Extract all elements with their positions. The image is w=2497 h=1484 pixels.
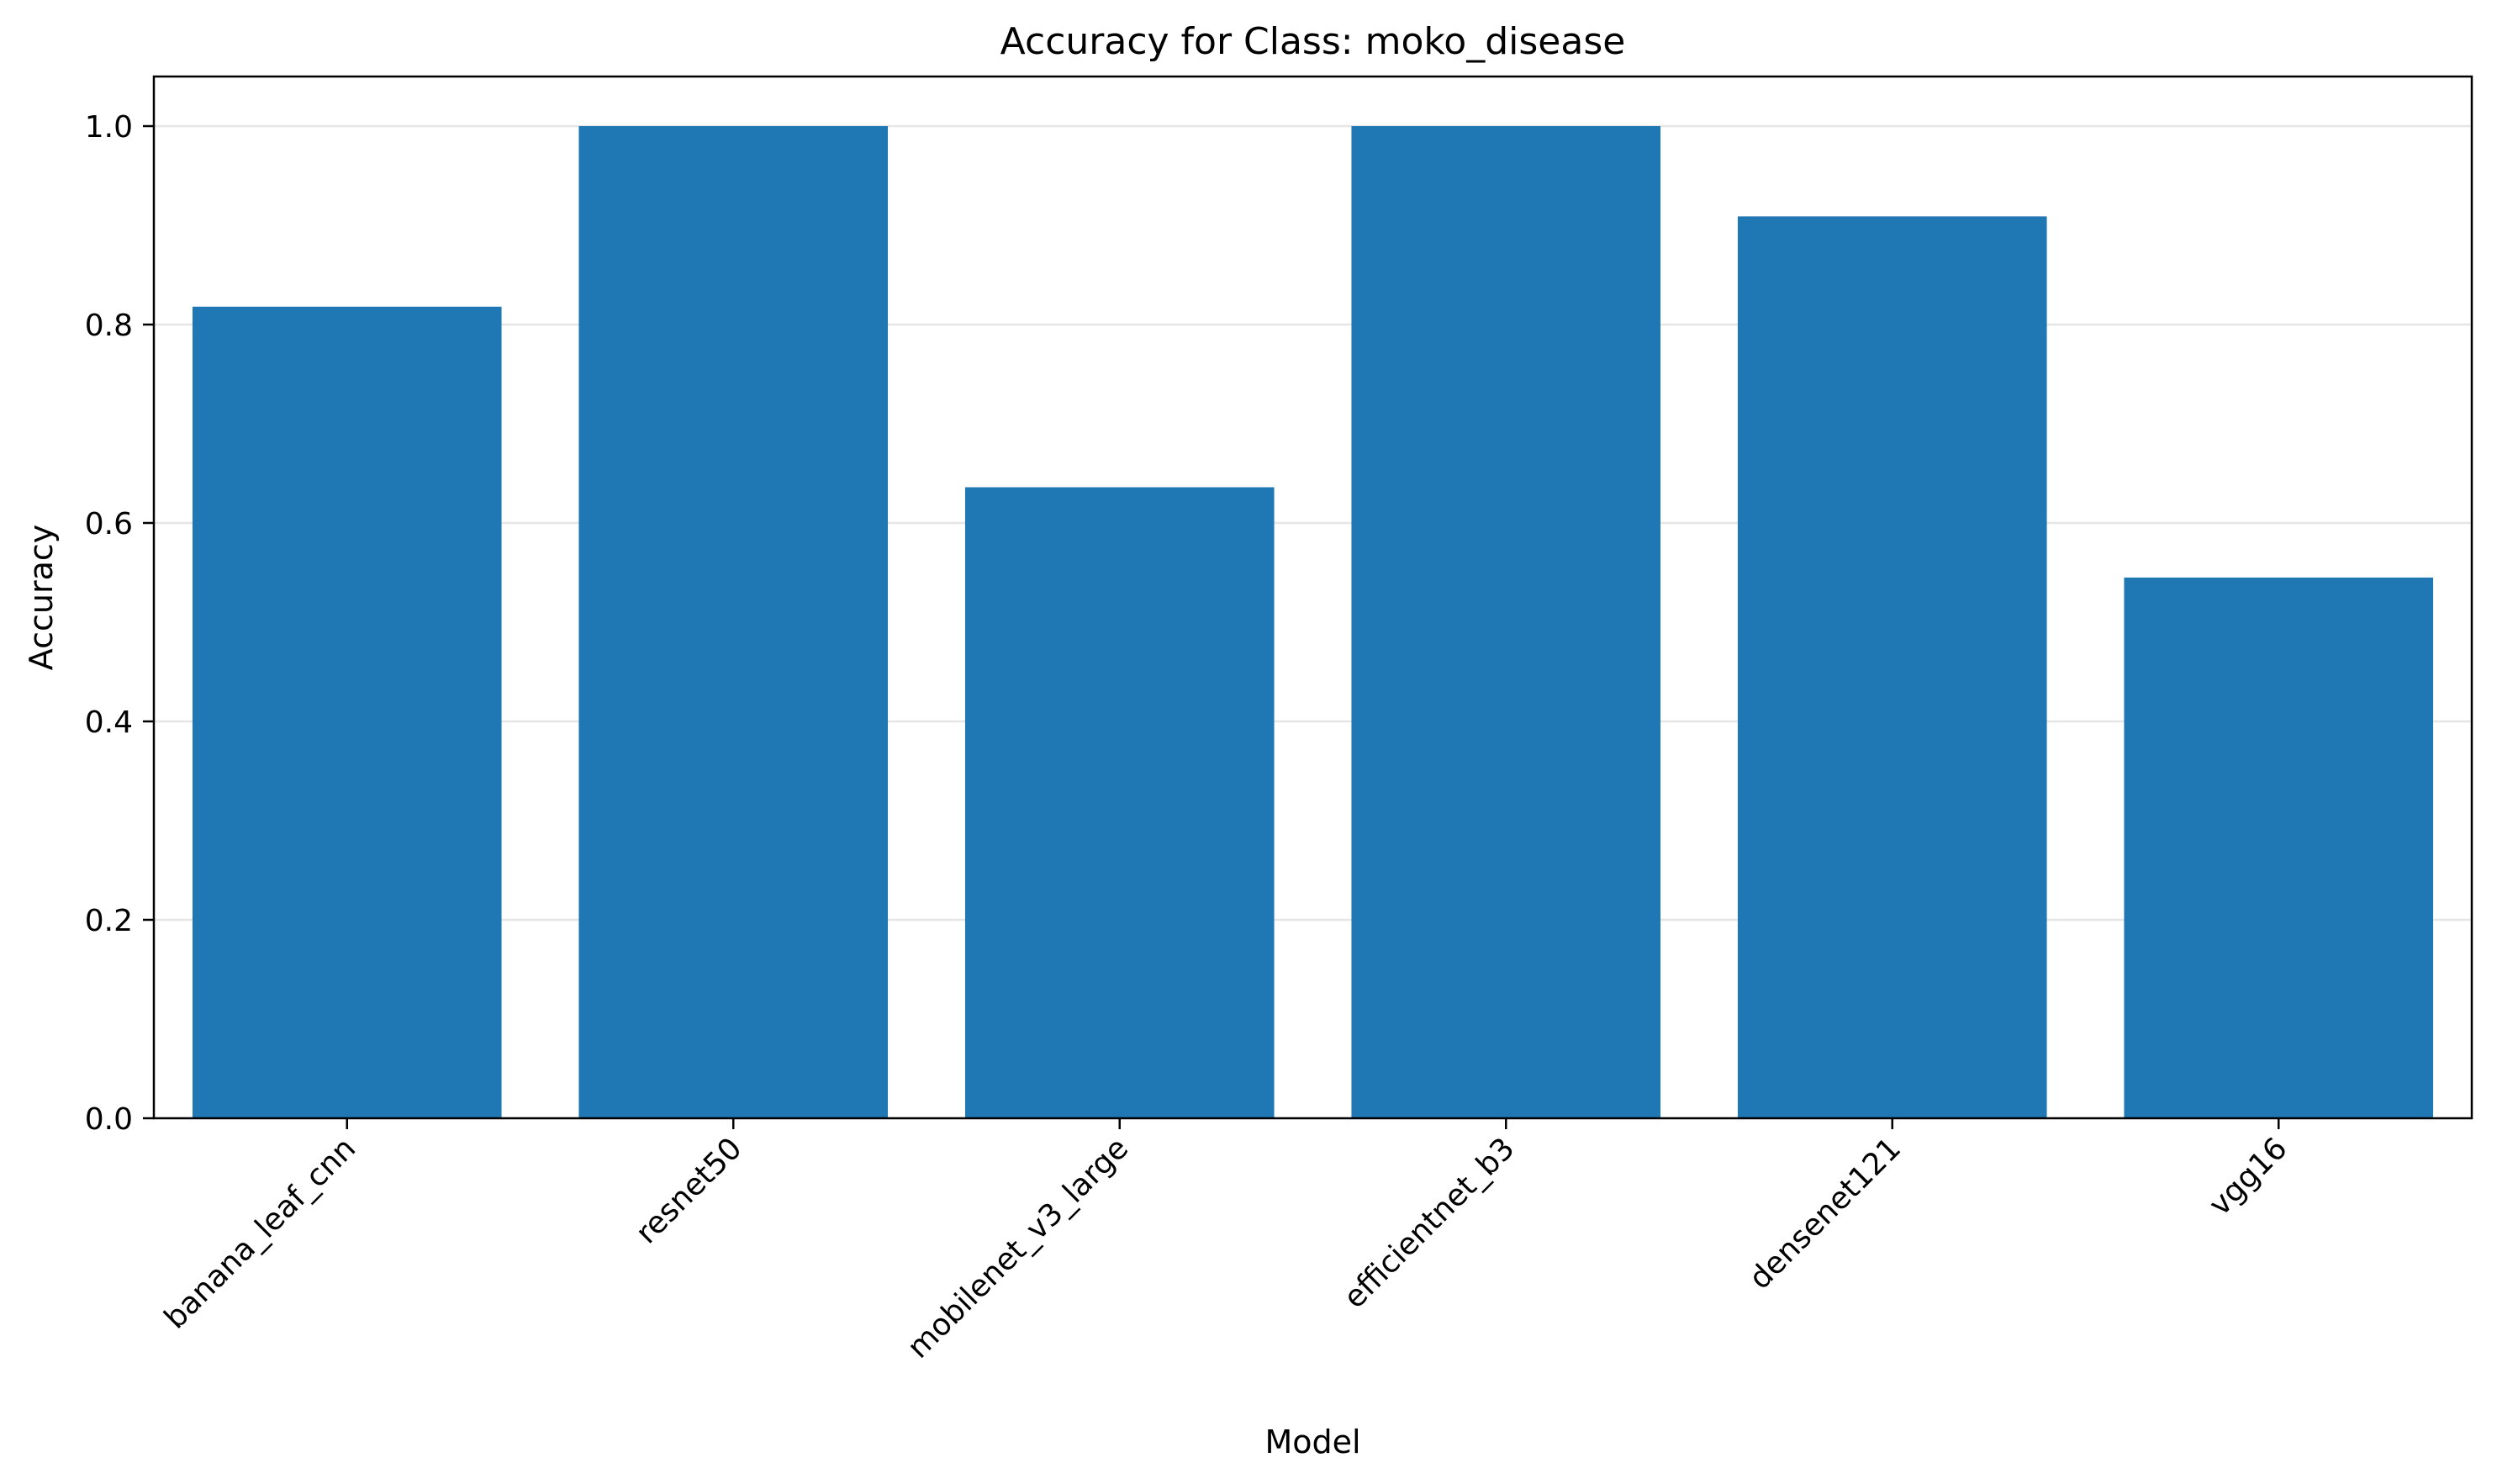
y-tick-label: 0.6 bbox=[85, 507, 133, 541]
y-tick-label: 1.0 bbox=[85, 110, 133, 145]
bar-densenet121 bbox=[1737, 216, 2047, 1118]
y-axis-label: Accuracy bbox=[23, 525, 60, 671]
y-tick-label: 0.0 bbox=[85, 1102, 133, 1137]
bar-banana_leaf_cnn bbox=[192, 306, 502, 1118]
chart-title: Accuracy for Class: moko_disease bbox=[1000, 20, 1626, 63]
bar-efficientnet_b3 bbox=[1351, 126, 1661, 1118]
plot-frame bbox=[152, 75, 2473, 1120]
bar-resnet50 bbox=[578, 126, 889, 1118]
y-tick-label: 0.2 bbox=[85, 904, 133, 938]
bar-vgg16 bbox=[2124, 577, 2434, 1118]
y-tick-label: 0.4 bbox=[85, 705, 133, 740]
x-axis-label: Model bbox=[1264, 1423, 1360, 1460]
y-axis-ticks: 0.0 0.2 0.4 0.6 0.8 1.0 bbox=[85, 110, 154, 1137]
bar-mobilenet_v3_large bbox=[964, 487, 1275, 1118]
bars bbox=[192, 126, 2434, 1118]
y-tick-label: 0.8 bbox=[85, 309, 133, 343]
